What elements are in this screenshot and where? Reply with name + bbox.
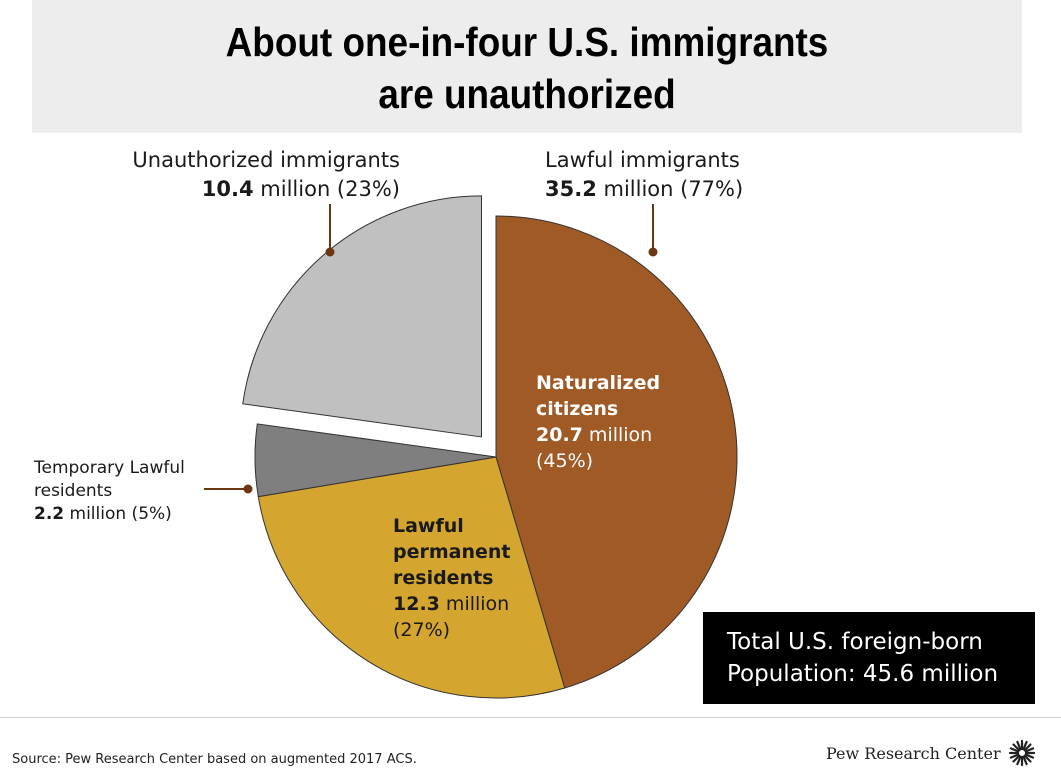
burst-ray (1009, 747, 1019, 753)
source-note: Source: Pew Research Center based on aug… (12, 752, 417, 767)
burst-ray (1022, 740, 1028, 751)
chart-title-line1: About one-in-four U.S. immigrants (225, 19, 829, 65)
total-population-box: Total U.S. foreign-born Population: 45.6… (703, 612, 1035, 704)
label-unauthorized-name: Unauthorized immigrants (132, 148, 400, 172)
burst-ray (1023, 754, 1032, 763)
label-unauthorized: Unauthorized immigrants 10.4 million (23… (60, 146, 400, 204)
label-temporary-value: 2.2 (34, 504, 65, 524)
total-line2: Population: 45.6 million (727, 661, 999, 687)
label-lpr: Lawful permanent residents 12.3 million … (393, 513, 573, 643)
label-lpr-pct: (27%) (393, 619, 451, 641)
title-band: About one-in-four U.S. immigrants are un… (32, 0, 1022, 133)
brand-logo: Pew Research Center (826, 738, 1037, 768)
label-lawful-rest: million (77%) (596, 177, 744, 201)
leader-unauthorized-dot (325, 247, 335, 257)
chart-title: About one-in-four U.S. immigrants are un… (82, 0, 973, 120)
leader-lawful-dot (648, 247, 658, 257)
label-naturalized: Naturalized citizens 20.7 million (45%) (536, 370, 706, 474)
label-temporary-rest: million (5%) (64, 504, 172, 524)
label-temporary-name2: residents (34, 481, 113, 501)
label-lawful-value: 35.2 (545, 177, 597, 201)
label-temporary-name1: Temporary Lawful (34, 458, 185, 478)
burst-ray (1015, 755, 1022, 766)
label-lpr-value: 12.3 (393, 593, 440, 615)
footer-divider (0, 717, 1061, 718)
label-lpr-rest: million (439, 593, 510, 615)
label-naturalized-pct: (45%) (536, 450, 594, 472)
pie-slice-naturalized-citizens (495, 215, 738, 689)
brand-name: Pew Research Center (826, 743, 1001, 763)
burst-ray (1012, 743, 1020, 752)
label-lpr-name3: residents (393, 567, 494, 589)
burst-ray (1009, 753, 1019, 759)
burst-ray (1024, 747, 1034, 753)
burst-ray (1015, 740, 1022, 751)
burst-ray (1022, 755, 1028, 766)
label-naturalized-value: 20.7 (536, 424, 583, 446)
label-naturalized-rest: million (582, 424, 653, 446)
label-temporary: Temporary Lawful residents 2.2 million (… (34, 457, 224, 526)
burst-ray (1012, 754, 1020, 763)
leader-temporary-dot (243, 484, 253, 494)
pie-slice-unauthorized-immigrants (242, 195, 482, 438)
pew-burst-icon (1008, 739, 1035, 767)
label-lawful-name: Lawful immigrants (545, 148, 740, 172)
pie-slice-temporary-lawful-residents (254, 423, 497, 498)
label-lpr-name1: Lawful (393, 515, 464, 537)
label-naturalized-name2: citizens (536, 398, 619, 420)
chart-title-line2: are unauthorized (378, 71, 676, 117)
total-line1: Total U.S. foreign-born (727, 629, 983, 655)
burst-ray (1024, 753, 1034, 759)
label-unauthorized-rest: million (23%) (253, 177, 400, 201)
burst-ray (1023, 743, 1032, 752)
label-naturalized-name1: Naturalized (536, 372, 661, 394)
label-unauthorized-value: 10.4 (201, 177, 254, 201)
label-lpr-name2: permanent (393, 541, 511, 563)
pie-slice-lawful-permanent-residents (257, 456, 566, 699)
label-lawful: Lawful immigrants 35.2 million (77%) (545, 146, 845, 204)
